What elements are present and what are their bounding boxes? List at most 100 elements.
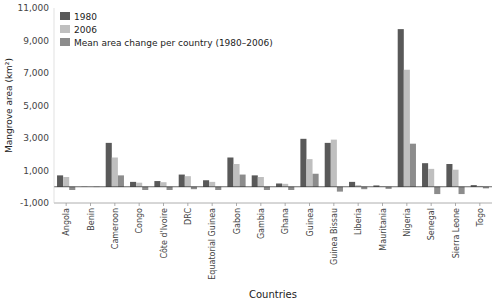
bar (386, 187, 392, 189)
bar (215, 187, 221, 190)
bar (69, 187, 75, 190)
bar (167, 187, 173, 190)
x-tick-label: Côte d'Ivoire (159, 208, 169, 259)
x-tick-label: DRC (184, 208, 193, 225)
x-axis-line (54, 203, 492, 204)
x-tick (285, 203, 286, 206)
bar (142, 187, 148, 190)
bar (179, 175, 185, 187)
legend-label: Mean area change per country (1980–2006) (74, 38, 273, 48)
bar (112, 158, 118, 187)
legend-label: 2006 (74, 25, 97, 35)
bar (410, 144, 416, 187)
zero-line (54, 186, 492, 187)
x-tick (114, 203, 115, 206)
bar (240, 175, 246, 187)
bar (264, 187, 270, 190)
x-tick (66, 203, 67, 206)
x-tick (358, 203, 359, 206)
x-tick (90, 203, 91, 206)
bar (130, 182, 136, 187)
legend: 1980 2006 Mean area change per country (19… (60, 12, 273, 48)
bar (106, 143, 112, 187)
bar (209, 182, 215, 187)
bar (428, 169, 434, 187)
y-tick-label: -1,000 (20, 198, 49, 208)
bar (361, 187, 367, 189)
bar (191, 187, 197, 189)
y-tick-label: 9,000 (23, 36, 49, 46)
bar (282, 184, 288, 187)
bar (306, 159, 312, 187)
bars (57, 29, 489, 194)
x-tick-label: Senegal (427, 208, 436, 240)
y-tick-label: 7,000 (23, 68, 49, 78)
x-tick-label: Ghana (281, 208, 290, 234)
x-tick (455, 203, 456, 206)
bar (452, 170, 458, 187)
x-tick (139, 203, 140, 206)
bar (227, 158, 233, 187)
y-tick-label: 11,000 (18, 3, 50, 13)
legend-swatch (60, 12, 70, 20)
x-tick (212, 203, 213, 206)
x-tick (309, 203, 310, 206)
bar (57, 175, 63, 186)
bar (313, 174, 319, 187)
y-tick-label: 3,000 (23, 133, 49, 143)
x-tick-label: Gabon (233, 208, 242, 234)
bar (118, 175, 124, 186)
bar (300, 139, 306, 187)
y-tick-label: 5,000 (23, 101, 49, 111)
bar (203, 180, 209, 187)
x-tick (187, 203, 188, 206)
x-tick-label: Togo (476, 208, 485, 228)
x-tick (431, 203, 432, 206)
bar (160, 182, 166, 187)
bar (185, 176, 191, 187)
x-tick-label: Sierra Leone (452, 208, 461, 258)
y-tick-label: 1,000 (23, 166, 49, 176)
bar (398, 29, 404, 187)
x-tick-label: Liberia (354, 208, 363, 235)
legend-label: 1980 (74, 12, 97, 22)
x-tick-label: Equatorial Guinea (208, 208, 217, 280)
x-tick-label: Gambia (257, 208, 266, 239)
chart: -1,000 1,000 3,000 5,000 7,000 9,000 11,000 Man… (0, 0, 500, 303)
x-tick-label: Nigeria (403, 208, 412, 237)
bar (422, 163, 428, 187)
x-tick (382, 203, 383, 206)
bar (459, 187, 465, 194)
x-tick (406, 203, 407, 206)
bar (252, 175, 258, 186)
bar (446, 164, 452, 187)
bar (288, 187, 294, 190)
bar (276, 184, 282, 187)
y-axis-label: Mangrove area (km²) (4, 58, 14, 153)
bar (136, 183, 142, 187)
x-tick-label: Benin (87, 208, 96, 231)
x-tick-label: Angola (62, 208, 71, 236)
x-tick (236, 203, 237, 206)
bar (404, 70, 410, 187)
bar (233, 164, 239, 187)
bar (154, 181, 160, 187)
bar (434, 187, 440, 194)
x-tick (163, 203, 164, 206)
legend-swatch (60, 25, 70, 33)
legend-swatch (60, 38, 70, 46)
x-tick-label: Cameroon (111, 208, 120, 249)
x-tick-label: Mauritania (379, 208, 388, 251)
x-tick (333, 203, 334, 206)
bar (349, 182, 355, 187)
x-axis-label: Countries (249, 289, 297, 300)
y-axis-line (54, 8, 55, 203)
bar (331, 140, 337, 187)
bar (325, 143, 331, 187)
bar (258, 177, 264, 187)
x-tick-label: Congo (135, 208, 144, 234)
bar (63, 177, 69, 187)
x-tick (260, 203, 261, 206)
x-tick-label: Guinea Bissau (330, 208, 339, 265)
x-tick-label: Guinea (306, 208, 315, 236)
